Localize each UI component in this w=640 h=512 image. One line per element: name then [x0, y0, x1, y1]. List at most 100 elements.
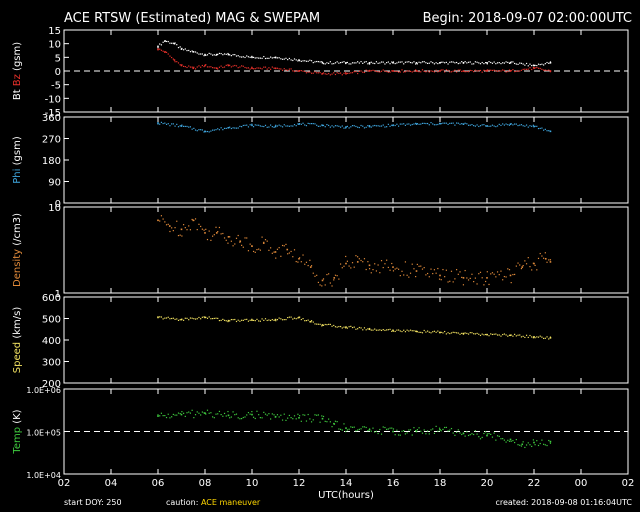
- scatter-dot-density: [341, 267, 343, 269]
- scatter-dot-bt: [295, 59, 297, 61]
- scatter-dot-bt: [184, 48, 186, 50]
- scatter-dot-speed: [208, 316, 210, 318]
- scatter-dot-speed: [317, 323, 319, 325]
- scatter-dot-temp: [290, 417, 292, 419]
- scatter-dot-phi: [179, 125, 181, 127]
- scatter-dot-temp: [473, 433, 475, 436]
- scatter-dot-temp: [490, 433, 492, 435]
- scatter-dot-bz: [496, 70, 499, 72]
- scatter-dot-bt: [508, 62, 511, 64]
- scatter-dot-speed: [222, 318, 224, 321]
- scatter-dot-phi: [217, 128, 219, 130]
- scatter-dot-speed: [532, 337, 534, 339]
- scatter-dot-density: [280, 255, 282, 257]
- data-point-speed: [309, 320, 312, 323]
- scatter-dot-bz: [517, 70, 519, 72]
- scatter-dot-phi: [321, 124, 323, 126]
- data-point-speed: [298, 316, 300, 319]
- scatter-dot-phi: [280, 125, 282, 127]
- scatter-dot-bt: [474, 61, 476, 63]
- scatter-dot-density: [293, 249, 296, 251]
- scatter-dot-phi: [375, 125, 378, 127]
- scatter-dot-density: [305, 261, 308, 263]
- scatter-dot-speed: [531, 336, 533, 338]
- scatter-dot-phi: [176, 123, 178, 125]
- scatter-dot-bt: [285, 57, 287, 59]
- scatter-dot-speed: [358, 326, 360, 329]
- scatter-dot-temp: [387, 428, 389, 430]
- scatter-dot-density: [498, 274, 500, 276]
- scatter-dot-speed: [171, 317, 173, 320]
- scatter-dot-density: [229, 236, 231, 238]
- scatter-dot-speed: [467, 333, 470, 335]
- scatter-dot-bt: [275, 57, 277, 59]
- scatter-dot-density: [450, 270, 453, 272]
- scatter-dot-bt: [300, 60, 302, 62]
- scatter-dot-temp: [549, 442, 552, 444]
- scatter-dot-phi: [287, 125, 289, 127]
- scatter-dot-bz: [367, 70, 369, 72]
- scatter-dot-bz: [462, 70, 465, 72]
- scatter-dot-phi: [252, 126, 255, 128]
- scatter-dot-density: [386, 259, 388, 261]
- scatter-dot-phi: [444, 122, 446, 124]
- scatter-dot-speed: [310, 320, 313, 322]
- scatter-dot-phi: [201, 129, 203, 131]
- scatter-dot-bt: [483, 62, 485, 65]
- scatter-dot-temp: [355, 430, 357, 432]
- scatter-dot-density: [167, 223, 169, 225]
- scatter-dot-speed: [334, 326, 337, 328]
- scatter-dot-speed: [450, 332, 453, 334]
- y-tick-label-speed: 300: [42, 358, 61, 369]
- scatter-dot-speed: [377, 329, 379, 331]
- scatter-dot-density: [244, 237, 246, 239]
- scatter-dot-phi: [462, 123, 465, 125]
- scatter-dot-temp: [310, 421, 313, 423]
- scatter-dot-bz: [212, 67, 214, 69]
- scatter-dot-bz: [404, 71, 407, 73]
- scatter-dot-speed: [235, 320, 238, 323]
- scatter-dot-density: [329, 282, 331, 284]
- scatter-dot-phi: [360, 124, 362, 127]
- scatter-dot-bt: [212, 54, 214, 56]
- scatter-dot-phi: [254, 124, 256, 126]
- scatter-dot-bt: [490, 61, 492, 64]
- scatter-dot-speed: [520, 336, 523, 338]
- scatter-dot-bz: [380, 70, 383, 72]
- scatter-dot-bt: [445, 61, 447, 63]
- scatter-dot-density: [287, 253, 289, 255]
- scatter-dot-phi: [162, 122, 164, 125]
- scatter-dot-bt: [263, 55, 265, 58]
- scatter-dot-bt: [276, 57, 279, 59]
- scatter-dot-speed: [246, 318, 248, 320]
- scatter-dot-bt: [415, 63, 417, 65]
- scatter-dot-speed: [396, 329, 398, 331]
- scatter-dot-speed: [256, 318, 258, 320]
- scatter-dot-temp: [324, 420, 326, 422]
- scatter-dot-bt: [169, 42, 171, 44]
- scatter-dot-phi: [273, 126, 275, 128]
- scatter-dot-density: [375, 270, 378, 272]
- data-point-density: [321, 279, 324, 282]
- data-point-bz: [192, 67, 195, 70]
- scatter-dot-bz: [459, 69, 461, 71]
- y-axis-label-part: Phi: [12, 169, 23, 184]
- scatter-dot-bz: [210, 66, 212, 68]
- scatter-dot-density: [218, 226, 221, 229]
- scatter-dot-bz: [454, 69, 456, 71]
- panel-frame-speed: [63, 296, 629, 384]
- scatter-dot-bt: [252, 56, 255, 58]
- scatter-dot-bt: [351, 62, 354, 64]
- caution-label: caution:: [166, 498, 199, 507]
- scatter-dot-speed: [549, 336, 552, 338]
- scatter-dot-bz: [249, 68, 251, 70]
- data-point-bz: [157, 48, 159, 50]
- scatter-dot-bt: [157, 47, 159, 49]
- scatter-dot-bt: [473, 63, 475, 65]
- scatter-dot-speed: [420, 331, 422, 333]
- scatter-dot-phi: [536, 125, 538, 127]
- scatter-dot-density: [259, 249, 261, 251]
- scatter-dot-density: [304, 263, 306, 265]
- scatter-dot-speed: [261, 318, 263, 320]
- scatter-dot-bt: [421, 61, 424, 63]
